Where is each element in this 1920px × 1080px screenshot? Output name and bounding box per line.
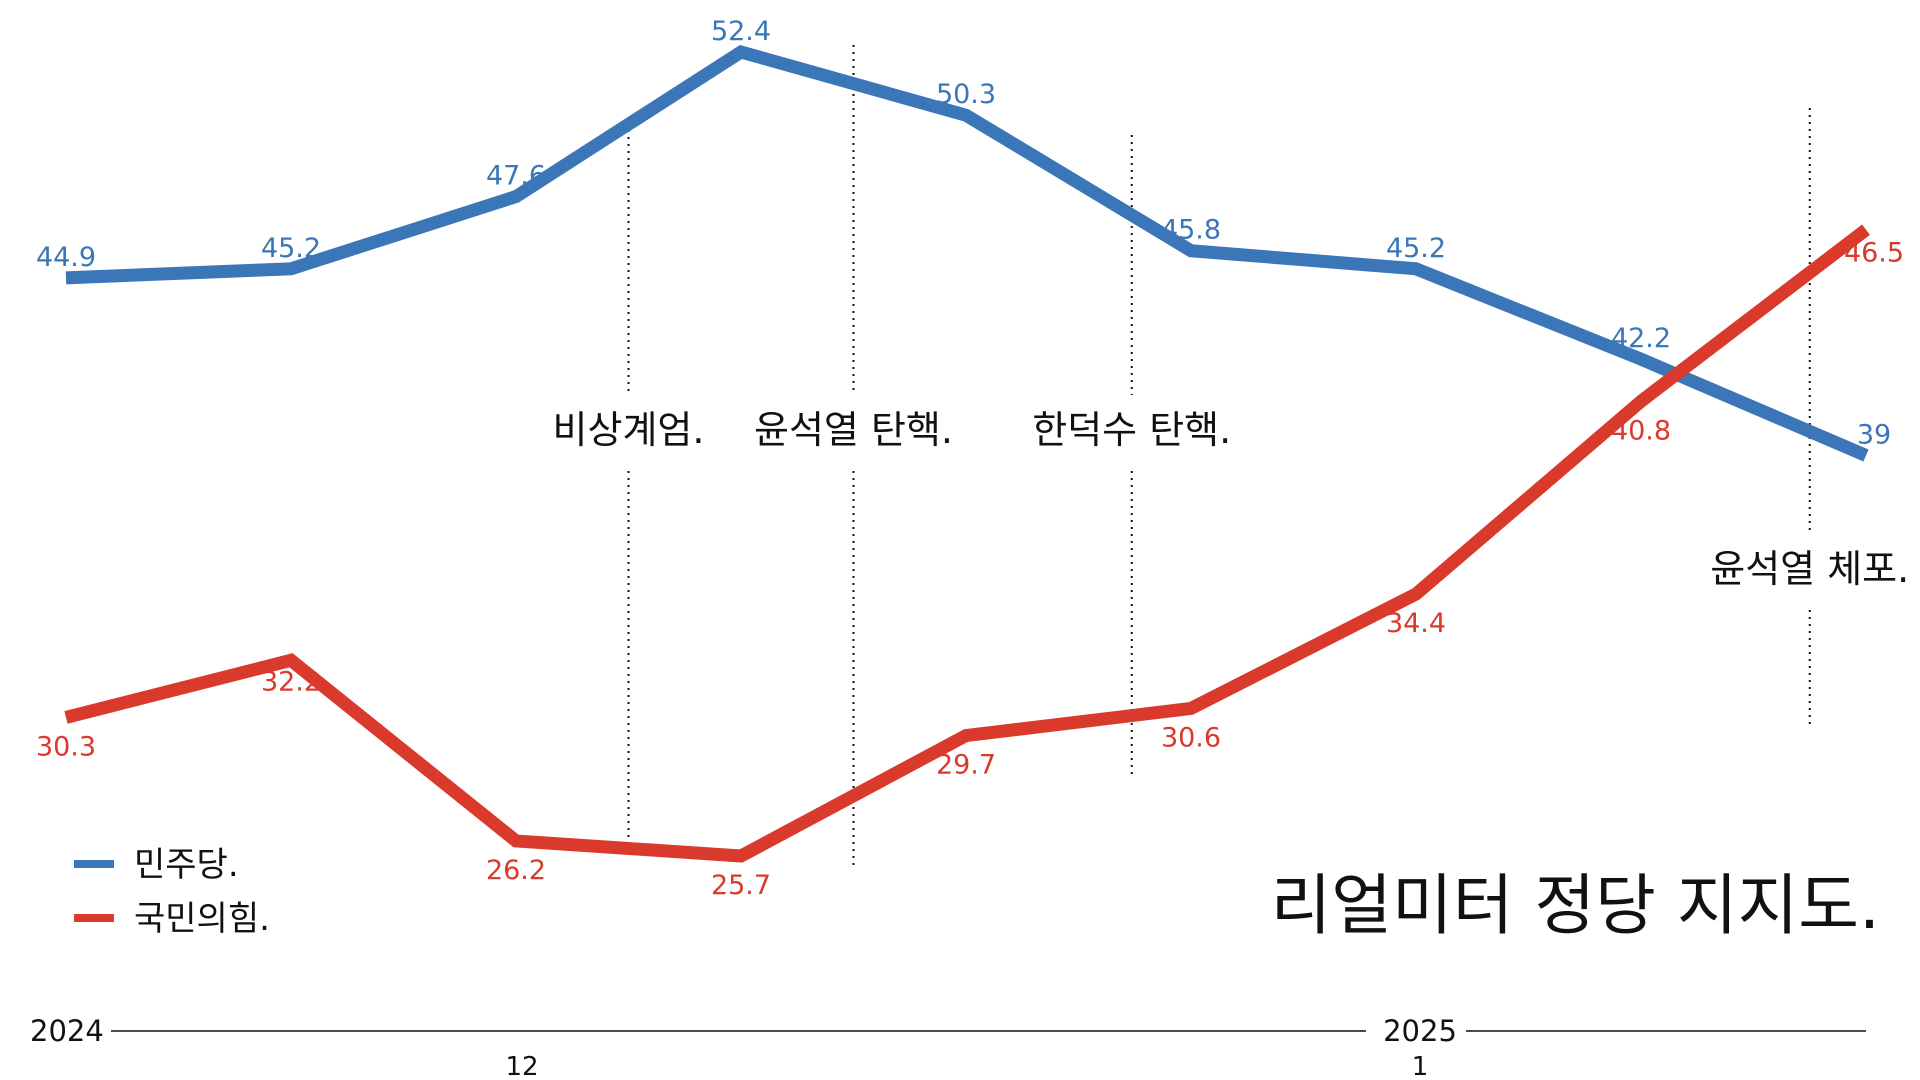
data-label: 39	[1857, 420, 1891, 451]
event-label: 비상계엄.	[553, 408, 705, 452]
data-label: 25.7	[711, 870, 771, 901]
event-label: 윤석열 탄핵.	[754, 408, 953, 452]
chart-title: 리얼미터 정당 지지도.	[1271, 867, 1880, 944]
data-label: 45.2	[1386, 233, 1446, 264]
data-label: 45.2	[261, 233, 321, 264]
legend: 민주당. 국민의힘.	[74, 845, 270, 939]
series-lines	[64, 44, 1870, 863]
series-line-0	[65, 44, 1869, 462]
year-tick-label: 2024	[30, 1014, 104, 1048]
data-label: 46.5	[1844, 238, 1904, 269]
legend-label: 국민의힘.	[134, 899, 270, 939]
data-label: 26.2	[486, 855, 546, 886]
month-tick-label: 1	[1412, 1052, 1429, 1080]
data-label: 52.4	[711, 16, 771, 47]
x-axis: 2024 2025 12 1	[30, 1014, 1866, 1080]
data-label: 45.8	[1161, 215, 1221, 246]
data-label: 29.7	[936, 750, 996, 781]
data-label: 34.4	[1386, 608, 1446, 639]
data-label: 40.8	[1611, 415, 1671, 446]
legend-label: 민주당.	[134, 845, 239, 885]
event-label: 윤석열 체포.	[1710, 547, 1909, 591]
data-label: 30.6	[1161, 722, 1221, 753]
data-label: 44.9	[36, 242, 96, 273]
data-label: 42.2	[1611, 323, 1671, 354]
data-labels: 44.9 45.2 47.6 52.4 50.3 45.8 45.2 42.2 39 30.3 32…	[36, 16, 1904, 901]
data-label: 50.3	[936, 79, 996, 110]
event-markers: 비상계엄. 윤석열 탄핵. 한덕수 탄핵. 윤석열 체포.	[553, 45, 1909, 865]
data-label: 47.6	[486, 161, 546, 192]
event-label: 한덕수 탄핵.	[1032, 408, 1231, 452]
year-tick-label: 2025	[1383, 1014, 1457, 1048]
data-label: 30.3	[36, 731, 96, 762]
month-tick-label: 12	[505, 1052, 538, 1080]
data-label: 32.2	[261, 666, 321, 697]
